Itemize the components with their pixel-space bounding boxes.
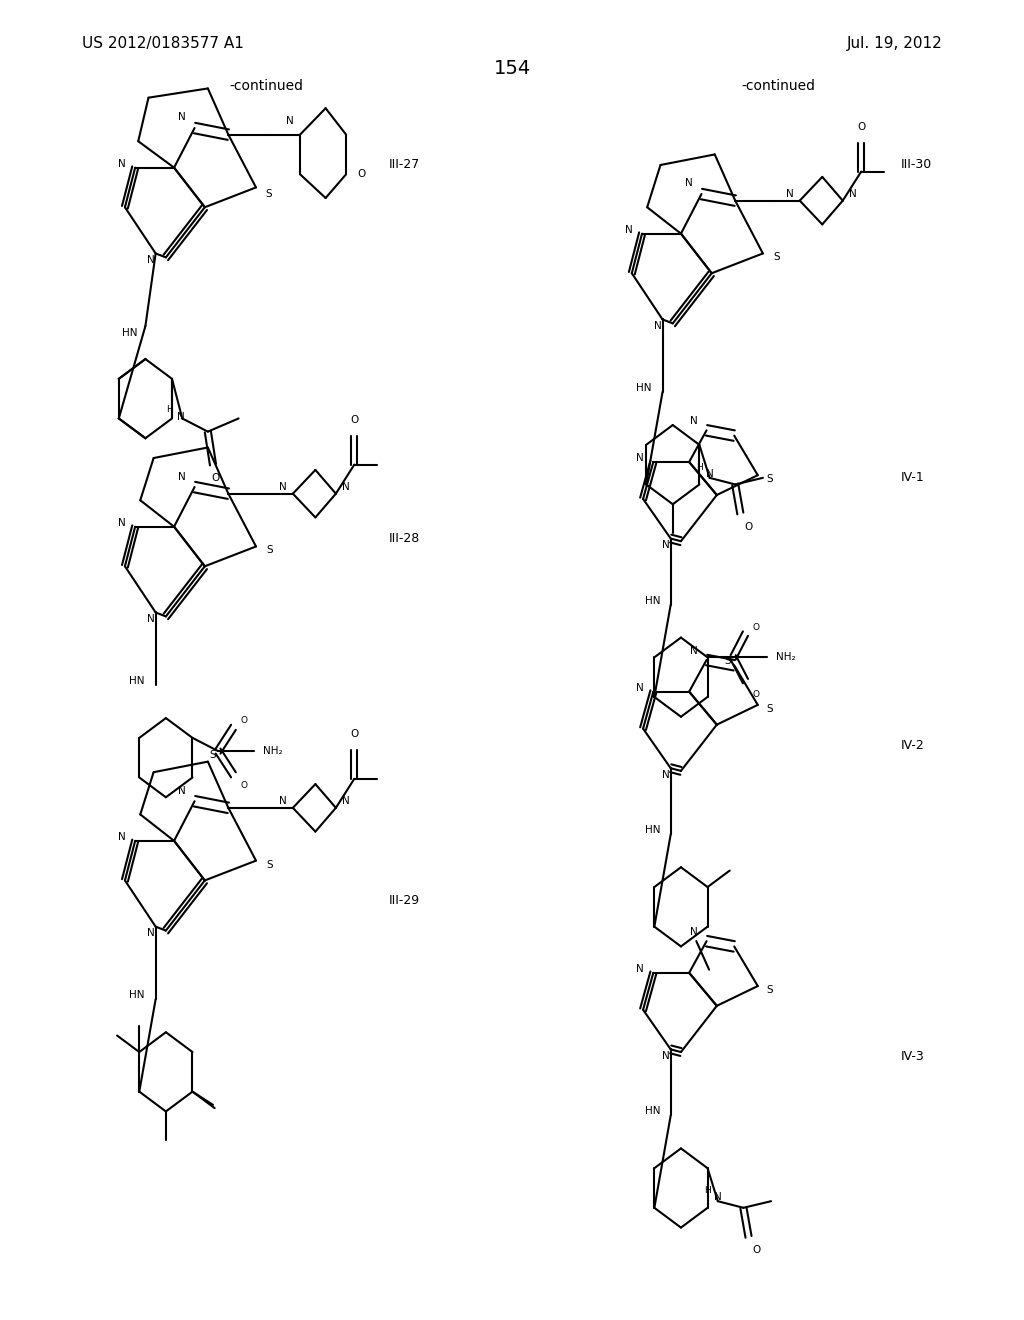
Text: N: N (653, 321, 662, 331)
Text: N: N (849, 189, 857, 199)
Text: N: N (690, 927, 698, 937)
Text: HN: HN (644, 595, 660, 606)
Text: N: N (178, 471, 186, 482)
Text: N: N (636, 964, 644, 974)
Text: N: N (146, 614, 155, 624)
Text: N: N (118, 158, 126, 169)
Text: O: O (753, 623, 759, 631)
Text: N: N (146, 255, 155, 265)
Text: HN: HN (122, 327, 138, 338)
Text: -continued: -continued (741, 79, 815, 92)
Text: IV-1: IV-1 (901, 471, 925, 484)
Text: H: H (167, 405, 173, 413)
Text: N: N (177, 412, 185, 422)
Text: US 2012/0183577 A1: US 2012/0183577 A1 (82, 36, 244, 51)
Text: S: S (265, 189, 271, 199)
Text: S: S (767, 985, 773, 995)
Text: O: O (857, 121, 865, 132)
Text: S: S (266, 859, 272, 870)
Text: O: O (241, 717, 247, 725)
Text: N: N (118, 832, 126, 842)
Text: N: N (662, 1051, 670, 1061)
Text: N: N (714, 1192, 722, 1203)
Text: -continued: -continued (229, 79, 303, 92)
Text: NH₂: NH₂ (775, 652, 796, 663)
Text: N: N (279, 482, 287, 492)
Text: N: N (690, 645, 698, 656)
Text: N: N (685, 178, 693, 189)
Text: N: N (118, 517, 126, 528)
Text: N: N (636, 682, 644, 693)
Text: O: O (241, 781, 247, 789)
Text: N: N (342, 482, 350, 492)
Text: HN: HN (129, 676, 145, 686)
Text: S: S (767, 474, 773, 484)
Text: O: O (753, 1245, 761, 1255)
Text: III-28: III-28 (389, 532, 421, 545)
Text: O: O (744, 521, 753, 532)
Text: N: N (286, 116, 294, 127)
Text: N: N (706, 469, 714, 479)
Text: N: N (178, 785, 186, 796)
Text: III-29: III-29 (389, 894, 420, 907)
Text: N: N (785, 189, 794, 199)
Text: N: N (146, 928, 155, 939)
Text: 154: 154 (494, 59, 530, 78)
Text: O: O (350, 729, 358, 739)
Text: IV-3: IV-3 (901, 1049, 925, 1063)
Text: HN: HN (636, 383, 652, 393)
Text: O: O (350, 414, 358, 425)
Text: O: O (753, 690, 759, 698)
Text: N: N (625, 224, 633, 235)
Text: N: N (690, 416, 698, 426)
Text: S: S (266, 545, 272, 556)
Text: Jul. 19, 2012: Jul. 19, 2012 (846, 36, 942, 51)
Text: O: O (357, 169, 366, 180)
Text: HN: HN (129, 990, 145, 1001)
Text: IV-2: IV-2 (901, 739, 925, 752)
Text: S: S (767, 704, 773, 714)
Text: N: N (662, 540, 670, 550)
Text: N: N (178, 112, 186, 123)
Text: N: N (342, 796, 350, 807)
Text: S: S (210, 750, 216, 760)
Text: N: N (279, 796, 287, 807)
Text: N: N (662, 770, 670, 780)
Text: S: S (773, 252, 779, 263)
Text: III-30: III-30 (901, 158, 933, 172)
Text: III-27: III-27 (389, 158, 421, 172)
Text: O: O (211, 473, 219, 483)
Text: H: H (696, 463, 702, 471)
Text: N: N (636, 453, 644, 463)
Text: HN: HN (644, 825, 660, 836)
Text: HN: HN (644, 1106, 660, 1117)
Text: NH₂: NH₂ (262, 746, 283, 756)
Text: H: H (705, 1187, 711, 1195)
Text: S: S (725, 656, 731, 667)
